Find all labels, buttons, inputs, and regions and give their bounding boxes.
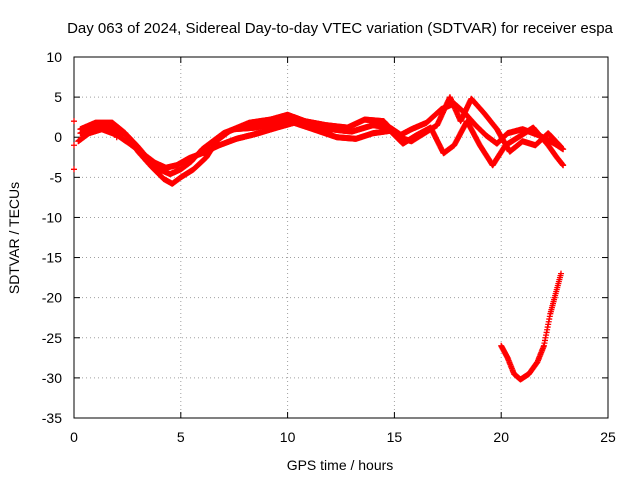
x-axis-label: GPS time / hours xyxy=(287,457,394,473)
y-tick-label: 10 xyxy=(46,49,62,65)
x-tick-label: 20 xyxy=(493,429,509,445)
data-point xyxy=(71,142,77,149)
series-track-c xyxy=(77,94,565,187)
x-tick-label: 0 xyxy=(70,429,78,445)
y-tick-label: 5 xyxy=(54,89,62,105)
grid-lines xyxy=(74,57,608,418)
x-tick-label: 10 xyxy=(280,429,296,445)
y-tick-label: -10 xyxy=(42,209,62,225)
y-axis-label: SDTVAR / TECUs xyxy=(6,182,22,294)
x-tick-label: 25 xyxy=(600,429,616,445)
data-point xyxy=(558,143,565,150)
plot-frame xyxy=(73,56,609,419)
y-tick-label: -25 xyxy=(42,330,62,346)
y-tick-label: -5 xyxy=(50,169,63,185)
data-point xyxy=(71,118,77,125)
data-marks xyxy=(71,94,567,383)
x-tick-labels: 0 5 10 15 20 25 xyxy=(70,429,616,445)
y-tick-label: -35 xyxy=(42,410,62,426)
x-tick-label: 15 xyxy=(387,429,403,445)
data-point xyxy=(558,270,565,277)
series-track-d xyxy=(498,270,565,383)
data-point xyxy=(71,166,77,173)
y-tick-labels: 10 5 0 -5 -10 -15 -20 -25 -30 -35 xyxy=(42,49,62,426)
y-tick-label: -15 xyxy=(42,250,62,266)
chart-title: Day 063 of 2024, Sidereal Day-to-day VTE… xyxy=(67,20,613,37)
data-point xyxy=(560,162,567,169)
y-tick-label: -30 xyxy=(42,370,62,386)
data-point xyxy=(203,152,210,159)
x-tick-label: 5 xyxy=(177,429,185,445)
series-outliers xyxy=(71,118,210,173)
y-tick-label: 0 xyxy=(54,129,62,145)
data-point xyxy=(113,134,120,141)
y-tick-label: -20 xyxy=(42,290,62,306)
tick-marks xyxy=(73,56,609,419)
